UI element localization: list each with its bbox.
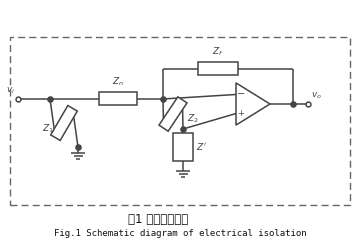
- Text: Fig.1 Schematic diagram of electrical isolation: Fig.1 Schematic diagram of electrical is…: [54, 228, 306, 238]
- Point: [290, 102, 296, 106]
- Text: $Z_1$: $Z_1$: [42, 123, 54, 135]
- Text: $Z_2$: $Z_2$: [187, 113, 199, 125]
- Text: $Z'$: $Z'$: [196, 142, 207, 152]
- Text: $Z_n$: $Z_n$: [112, 76, 124, 88]
- Text: −: −: [237, 89, 245, 100]
- Text: $Z_f$: $Z_f$: [212, 46, 224, 59]
- Text: 图1 电气隔离原理: 图1 电气隔离原理: [128, 212, 188, 226]
- Point: [75, 145, 81, 149]
- Point: [180, 127, 186, 131]
- Text: +: +: [238, 109, 244, 118]
- Point: [47, 97, 53, 101]
- Point: [160, 97, 166, 101]
- Text: $v_i$: $v_i$: [6, 85, 15, 96]
- Text: $v_o$: $v_o$: [311, 90, 322, 101]
- Bar: [159, 97, 187, 131]
- Bar: [51, 105, 77, 141]
- Bar: [198, 62, 238, 76]
- Bar: [99, 92, 137, 105]
- Bar: [173, 133, 193, 161]
